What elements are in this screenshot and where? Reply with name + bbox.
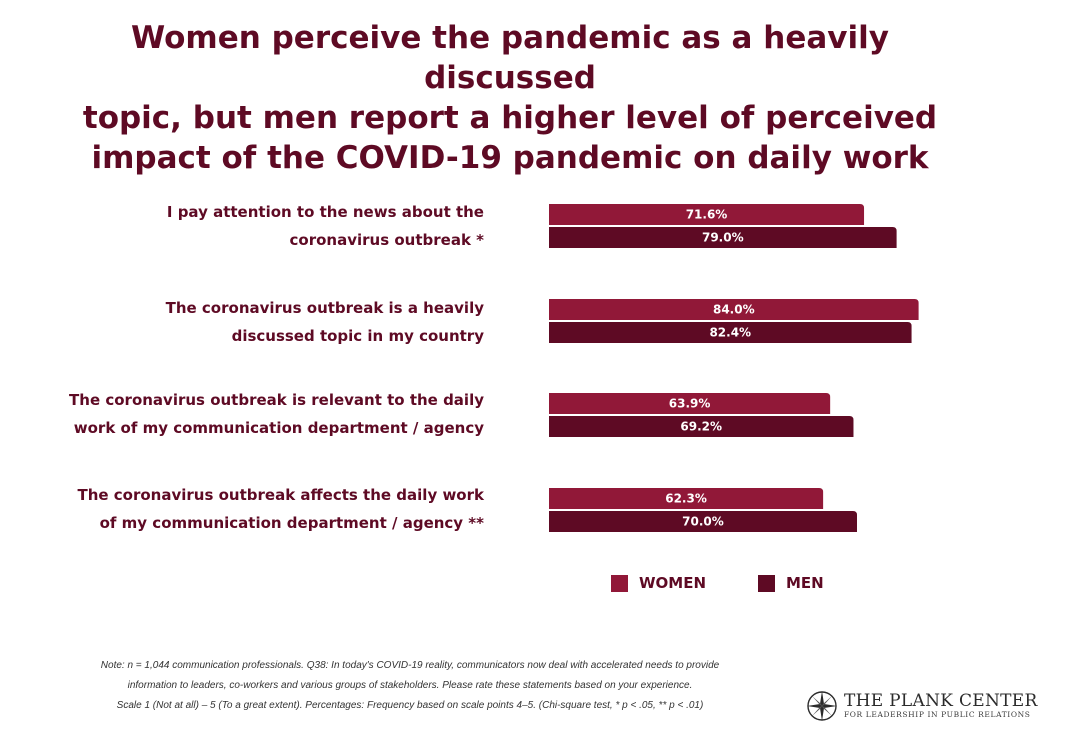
footnote-line: information to leaders, co-workers and v… [127, 680, 693, 691]
bar-women-value-label: 63.9% [669, 397, 711, 411]
bar-men-value-label: 69.2% [680, 420, 722, 434]
page-title: Women perceive the pandemic as a heavily… [40, 18, 980, 178]
logo-name: THE PLANK CENTER [844, 691, 1038, 711]
compass-rose-icon [807, 691, 837, 721]
category-label-line: The coronavirus outbreak affects the dai… [77, 486, 484, 504]
legend-label-men: MEN [786, 574, 824, 592]
bar-women [549, 393, 831, 414]
bar-women-value-label: 84.0% [713, 303, 755, 317]
legend-label-women: WOMEN [639, 574, 707, 592]
bar-men [549, 416, 854, 437]
category-label: I pay attention to the news about the co… [14, 198, 484, 254]
logo-subtitle: FOR LEADERSHIP IN PUBLIC RELATIONS [844, 710, 1031, 719]
bar-men [549, 227, 897, 248]
footnote-line: Scale 1 (Not at all) – 5 (To a great ext… [116, 700, 704, 711]
bar-women-value-label: 62.3% [665, 492, 707, 506]
bar-women [549, 488, 824, 509]
category-label-line: discussed topic in my country [231, 327, 484, 345]
category-label: The coronavirus outbreak affects the dai… [14, 481, 484, 537]
bar-men-value-label: 70.0% [682, 515, 724, 529]
title-line: Women perceive the pandemic as a heavily… [131, 20, 889, 96]
bar-men [549, 322, 912, 343]
footnote: Note: n = 1,044 communication profession… [80, 656, 740, 716]
category-label-line: The coronavirus outbreak is a heavily [165, 299, 484, 317]
category-label-line: coronavirus outbreak * [289, 231, 484, 249]
bar-women [549, 204, 865, 225]
bar-women-value-label: 71.6% [686, 208, 728, 222]
category-label: The coronavirus outbreak is a heavily di… [14, 294, 484, 350]
footnote-line: Note: n = 1,044 communication profession… [100, 660, 720, 671]
bar-men-value-label: 79.0% [702, 231, 744, 245]
title-line: impact of the COVID-19 pandemic on daily… [91, 140, 929, 176]
bar-men-value-label: 82.4% [709, 326, 751, 340]
plank-center-logo: THE PLANK CENTER FOR LEADERSHIP IN PUBLI… [806, 690, 1038, 722]
legend-swatch-men [758, 574, 775, 592]
category-label: The coronavirus outbreak is relevant to … [14, 386, 484, 442]
title-line: topic, but men report a higher level of … [82, 100, 938, 136]
legend-item-men: MEN [758, 574, 824, 592]
category-label-line: The coronavirus outbreak is relevant to … [69, 391, 484, 409]
legend-item-women: WOMEN [611, 574, 706, 592]
category-label-line: of my communication department / agency … [99, 514, 484, 532]
category-label-line: work of my communication department / ag… [73, 419, 484, 437]
category-label-line: I pay attention to the news about the [166, 203, 484, 221]
bar-women [549, 299, 919, 320]
bar-men [549, 511, 857, 532]
legend-swatch-women [611, 574, 628, 592]
